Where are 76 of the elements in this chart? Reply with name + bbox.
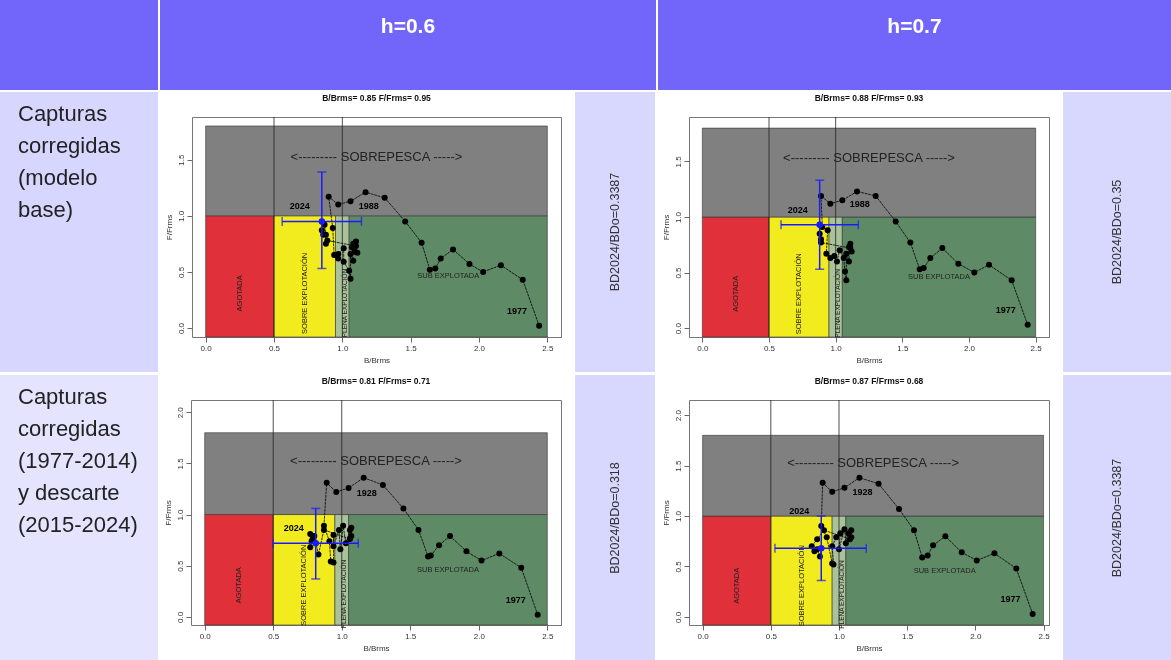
annotation: 1988 bbox=[849, 198, 870, 209]
text: BD2024/BDo=0.35 bbox=[1110, 179, 1124, 285]
x-axis-title: B/Brms bbox=[363, 355, 391, 365]
x-tick-label: 1.5 bbox=[897, 343, 909, 353]
y-axis-title: F/Frms bbox=[163, 500, 173, 526]
y-tick-label: 0.5 bbox=[175, 560, 185, 572]
text: BD2024/BDo=0.3387 bbox=[1110, 458, 1124, 577]
x-axis-title: B/Brms bbox=[856, 643, 883, 653]
x-tick-label: 2.5 bbox=[542, 631, 554, 641]
y-tick-label: 1.0 bbox=[176, 210, 186, 222]
y-axis-title: F/Frms bbox=[661, 214, 671, 241]
x-tick-label: 0.0 bbox=[697, 631, 710, 641]
x-tick-label: 2.0 bbox=[970, 631, 982, 641]
annotation: 1977 bbox=[1000, 593, 1021, 604]
y-tick-label: 2.0 bbox=[175, 406, 185, 419]
x-tick-label: 1.0 bbox=[336, 631, 349, 641]
text: Capturas corregidas (modelo base) bbox=[0, 92, 158, 372]
annotation: 2024 bbox=[283, 523, 304, 534]
annotation: 2024 bbox=[789, 506, 810, 517]
chart-title: B/Brms= 0.85 F/Frms= 0.95 bbox=[322, 93, 432, 104]
text: BD2024/BDo=0.318 bbox=[608, 461, 623, 574]
y-tick-label: 1.5 bbox=[673, 155, 683, 168]
x-axis-title: B/Brms bbox=[363, 643, 390, 653]
x-tick-label: 2.0 bbox=[963, 343, 976, 353]
annotation: 1988 bbox=[358, 200, 379, 211]
y-tick-label: 1.0 bbox=[673, 211, 683, 224]
chart-title: B/Brms= 0.81 F/Frms= 0.71 bbox=[321, 376, 431, 387]
text: h=0.6 bbox=[160, 0, 656, 90]
y-tick-label: 0.0 bbox=[176, 322, 186, 335]
x-tick-label: 2.5 bbox=[1030, 343, 1043, 353]
text: BD2024/BDo=0.3387 bbox=[608, 172, 622, 292]
y-tick-label: 0.0 bbox=[673, 322, 683, 335]
annotation: 2024 bbox=[289, 201, 310, 212]
y-tick-label: 0.5 bbox=[673, 560, 683, 573]
y-tick-label: 0.5 bbox=[673, 266, 683, 279]
x-tick-label: 1.0 bbox=[830, 343, 843, 353]
text: h=0.7 bbox=[658, 0, 1171, 90]
x-tick-label: 2.5 bbox=[1038, 631, 1051, 641]
annotation: 1928 bbox=[852, 486, 873, 497]
x-tick-label: 0.0 bbox=[199, 631, 212, 641]
x-tick-label: 0.5 bbox=[765, 631, 778, 641]
y-axis-title: F/Frms bbox=[661, 500, 671, 526]
annotation: 1928 bbox=[356, 487, 377, 498]
y-tick-label: 0.0 bbox=[673, 611, 683, 623]
x-tick-label: 1.5 bbox=[405, 343, 418, 353]
annotation: 1977 bbox=[507, 305, 528, 316]
y-tick-label: 0.5 bbox=[176, 266, 186, 278]
x-tick-label: 2.0 bbox=[473, 343, 486, 353]
y-tick-label: 1.5 bbox=[673, 459, 683, 472]
x-tick-label: 1.5 bbox=[405, 631, 417, 641]
band-label: <--------- SOBREPESCA -----> bbox=[290, 452, 462, 468]
x-tick-label: 0.5 bbox=[268, 631, 280, 641]
annotation: 1977 bbox=[995, 304, 1016, 315]
annotation: 1977 bbox=[505, 594, 526, 605]
text: Capturas corregidas (1977-2014) y descarte (2015-2024) bbox=[0, 375, 158, 660]
chart-title: B/Brms= 0.87 F/Frms= 0.68 bbox=[814, 376, 924, 387]
annotation: 2024 bbox=[787, 204, 808, 215]
y-tick-label: 1.0 bbox=[175, 508, 185, 521]
x-tick-label: 1.5 bbox=[902, 631, 914, 641]
x-tick-label: 2.5 bbox=[542, 343, 554, 353]
x-axis-title: B/Brms bbox=[856, 355, 883, 365]
y-axis-title: F/Frms bbox=[164, 214, 174, 241]
y-tick-label: 1.5 bbox=[175, 457, 185, 470]
y-tick-label: 0.0 bbox=[175, 611, 185, 623]
y-tick-label: 2.0 bbox=[673, 409, 683, 422]
x-tick-label: 2.0 bbox=[473, 631, 486, 641]
x-tick-label: 0.0 bbox=[200, 343, 213, 353]
y-tick-label: 1.5 bbox=[176, 154, 186, 166]
y-tick-label: 1.0 bbox=[673, 510, 683, 523]
chart-title: B/Brms= 0.88 F/Frms= 0.93 bbox=[814, 93, 924, 104]
x-tick-label: 0.5 bbox=[268, 343, 281, 353]
x-tick-label: 0.5 bbox=[763, 343, 776, 353]
band-label: <--------- SOBREPESCA -----> bbox=[787, 454, 960, 470]
x-tick-label: 1.0 bbox=[337, 343, 349, 353]
x-tick-label: 1.0 bbox=[833, 631, 846, 641]
x-tick-label: 0.0 bbox=[697, 343, 709, 353]
